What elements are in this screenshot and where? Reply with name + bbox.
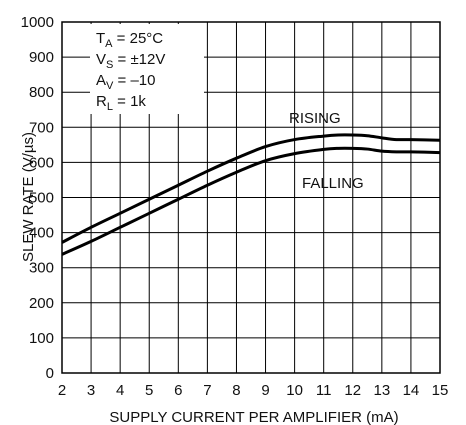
x-tick-label-13: 15 <box>432 382 449 399</box>
y-axis-label: SLEW RATE (V/µs) <box>20 132 37 262</box>
series-label-rising: RISING <box>289 110 341 127</box>
x-tick-label-0: 2 <box>58 382 66 399</box>
condition-line-3: RL = 1k <box>96 93 146 113</box>
series-line-falling <box>61 146 441 256</box>
x-tick-label-2: 4 <box>116 382 124 399</box>
x-tick-label-8: 10 <box>286 382 303 399</box>
y-tick-label-7: 700 <box>29 119 54 136</box>
x-tick-label-10: 12 <box>344 382 361 399</box>
y-tick-label-5: 500 <box>29 190 54 207</box>
x-tick-labels: 2 3 4 5 6 7 8 9 10 11 12 13 14 15 <box>58 382 449 399</box>
y-tick-label-2: 200 <box>29 295 54 312</box>
x-tick-label-6: 8 <box>232 382 240 399</box>
y-tick-label-8: 800 <box>29 84 54 101</box>
condition-line-1: VS = ±12V <box>96 51 165 71</box>
condition-line-2: AV = –10 <box>96 72 155 92</box>
x-tick-label-7: 9 <box>261 382 269 399</box>
conditions-background <box>90 24 204 114</box>
y-tick-label-9: 900 <box>29 49 54 66</box>
y-tick-label-1: 100 <box>29 330 54 347</box>
grid <box>61 21 441 374</box>
y-tick-labels: 0 100 200 300 400 500 600 700 800 900 1000 <box>21 14 54 382</box>
x-axis-label: SUPPLY CURRENT PER AMPLIFIER (mA) <box>109 409 398 425</box>
y-tick-label-10: 1000 <box>21 14 54 31</box>
condition-line-0: TA = 25°C <box>96 30 163 50</box>
series-label-falling: FALLING <box>302 175 364 192</box>
plot-frame <box>61 21 441 374</box>
x-tick-label-3: 5 <box>145 382 153 399</box>
x-tick-label-11: 13 <box>374 382 391 399</box>
x-tick-label-12: 14 <box>403 382 420 399</box>
y-tick-label-4: 400 <box>29 225 54 242</box>
x-tick-label-5: 7 <box>203 382 211 399</box>
x-tick-label-4: 6 <box>174 382 182 399</box>
x-tick-label-9: 11 <box>316 382 332 399</box>
x-tick-label-1: 3 <box>87 382 95 399</box>
y-tick-label-0: 0 <box>46 365 54 382</box>
series-line-rising <box>61 133 441 244</box>
y-tick-label-3: 300 <box>29 260 54 277</box>
y-tick-label-6: 600 <box>29 154 54 171</box>
curves <box>61 133 441 256</box>
